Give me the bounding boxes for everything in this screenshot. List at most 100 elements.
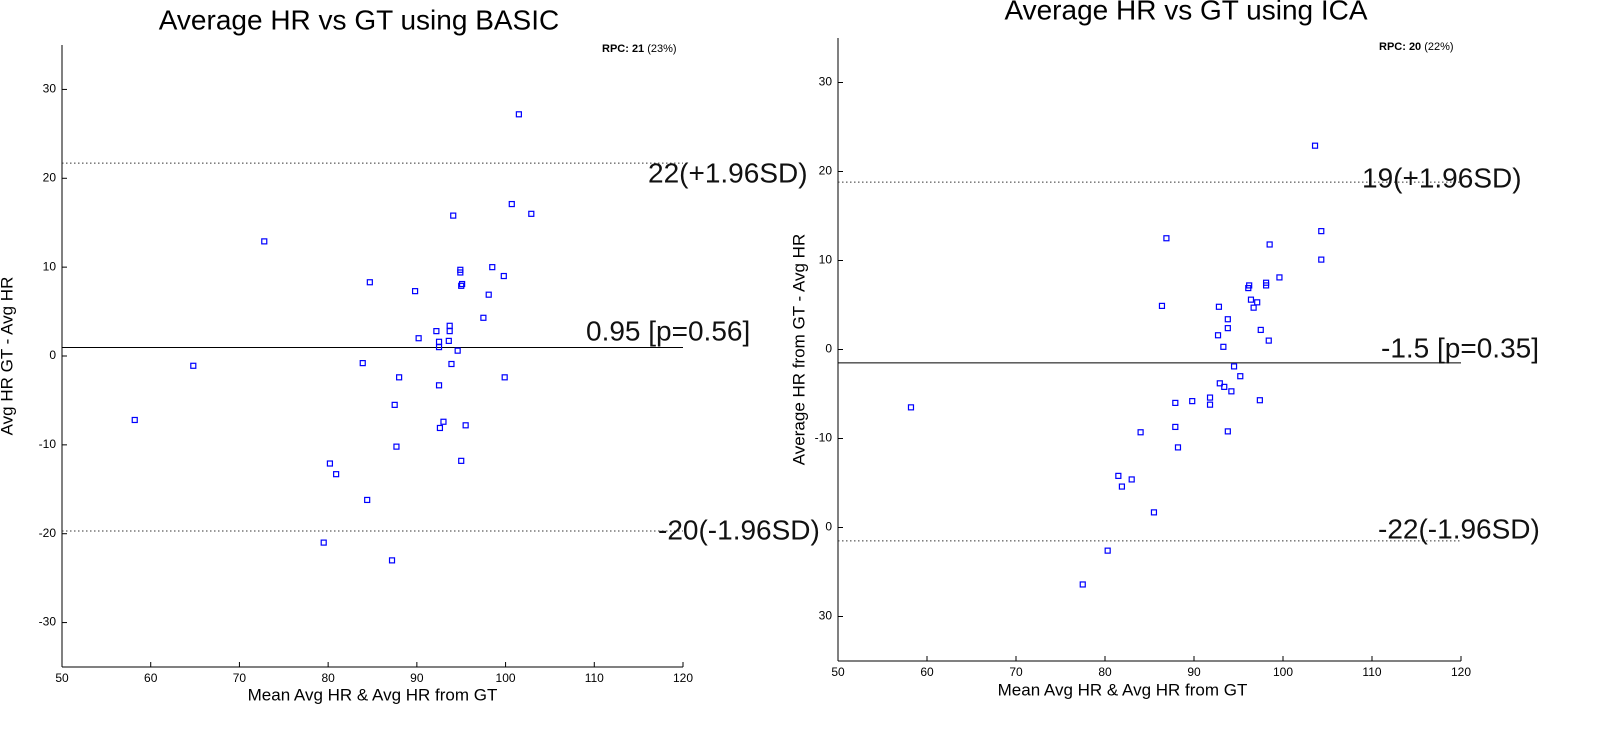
point — [1158, 302, 1166, 309]
x-tick-label: 90 — [410, 671, 424, 685]
x-tick-label: 100 — [1273, 665, 1293, 679]
y-tick-label: -30 — [39, 615, 57, 629]
reference-line-label: -1.5 [p=0.35] — [1381, 332, 1539, 363]
rpc-value: RPC: 20 — [1379, 41, 1421, 53]
point — [1104, 547, 1111, 554]
point — [436, 424, 444, 432]
point — [1250, 304, 1257, 311]
rpc-percent: (22%) — [1424, 41, 1453, 53]
point — [1220, 343, 1227, 350]
point — [1224, 316, 1231, 323]
point — [1245, 284, 1252, 292]
point — [1311, 142, 1319, 149]
point — [393, 443, 400, 450]
x-tick-label: 70 — [233, 671, 247, 685]
point — [508, 200, 515, 208]
x-tick-label: 50 — [831, 665, 845, 679]
point — [391, 401, 398, 408]
y-tick-label: 20 — [43, 170, 57, 184]
point — [190, 362, 197, 369]
point — [415, 335, 422, 342]
point — [1224, 428, 1231, 435]
point — [320, 539, 327, 546]
rpc-value: RPC: 21 — [602, 43, 644, 55]
point — [459, 280, 466, 288]
point — [1256, 397, 1263, 404]
x-axis-label: Mean Avg HR & Avg HR from GT — [998, 680, 1248, 699]
point — [1262, 282, 1270, 289]
y-tick-label: -10 — [815, 431, 833, 445]
point — [326, 460, 334, 467]
point — [457, 269, 464, 276]
point — [446, 322, 453, 329]
x-tick-label: 110 — [1362, 665, 1381, 679]
point — [411, 288, 419, 295]
point — [458, 282, 465, 289]
y-tick-label: 30 — [819, 75, 833, 89]
x-tick-label: 100 — [496, 671, 516, 685]
point — [1215, 303, 1223, 310]
point — [1254, 299, 1261, 306]
rpc-annotation: RPC: 21 (23%) — [602, 43, 677, 55]
y-tick-label: 0 — [825, 342, 832, 356]
y-tick-label: 10 — [43, 259, 57, 273]
x-tick-label: 60 — [144, 671, 158, 685]
point — [261, 238, 268, 245]
x-tick-label: 90 — [1187, 665, 1201, 679]
point — [1118, 483, 1126, 490]
point — [359, 360, 366, 367]
point — [1150, 509, 1158, 516]
point — [435, 338, 443, 345]
point — [131, 416, 138, 424]
chart: Average HR vs GT using ICA Mean Avg HR & … — [789, 0, 1539, 699]
point — [1163, 235, 1170, 242]
point — [1206, 401, 1214, 408]
y-axis-label: Avg HR GT - Avg HR — [0, 277, 16, 436]
point — [1115, 472, 1122, 479]
point — [446, 328, 453, 335]
y-axis-label: Average HR from GT - Avg HR — [789, 234, 808, 465]
point — [448, 360, 455, 368]
point — [500, 272, 507, 280]
point — [1137, 429, 1144, 436]
point — [1318, 256, 1325, 263]
point — [1265, 337, 1272, 344]
reference-line-label: 19(+1.96SD) — [1362, 162, 1522, 193]
point — [1216, 380, 1223, 387]
y-tick-label: 10 — [819, 253, 833, 267]
x-tick-label: 80 — [321, 671, 335, 685]
point — [435, 382, 443, 389]
point — [480, 314, 487, 321]
y-tick-label: 0 — [49, 348, 56, 362]
point — [1224, 325, 1231, 332]
rpc-percent: (23%) — [647, 43, 676, 55]
point — [1189, 398, 1196, 405]
x-tick-label: 60 — [920, 665, 934, 679]
point — [333, 471, 340, 478]
point — [458, 457, 465, 464]
point — [1174, 444, 1182, 451]
point — [1257, 326, 1264, 334]
point — [907, 404, 915, 411]
x-axis-label: Mean Avg HR & Avg HR from GT — [248, 685, 498, 704]
point — [1266, 241, 1273, 248]
point — [435, 344, 443, 351]
chart-title: Average HR vs GT using ICA — [1004, 0, 1367, 25]
point — [528, 210, 535, 217]
y-tick-label: 0 — [825, 520, 832, 534]
x-tick-label: 70 — [1009, 665, 1023, 679]
point — [450, 212, 457, 219]
point — [1237, 373, 1244, 380]
point — [489, 264, 496, 271]
point — [1172, 399, 1179, 406]
x-tick-label: 120 — [1451, 665, 1471, 679]
point — [485, 291, 492, 298]
reference-line-label: -20(-1.96SD) — [658, 514, 820, 545]
reference-line-label: 0.95 [p=0.56] — [586, 315, 750, 346]
x-tick-label: 110 — [585, 671, 604, 685]
point — [1228, 388, 1235, 395]
rpc-annotation: RPC: 20 (22%) — [1379, 41, 1454, 53]
reference-line-label: -22(-1.96SD) — [1378, 513, 1540, 544]
point — [1172, 423, 1179, 431]
